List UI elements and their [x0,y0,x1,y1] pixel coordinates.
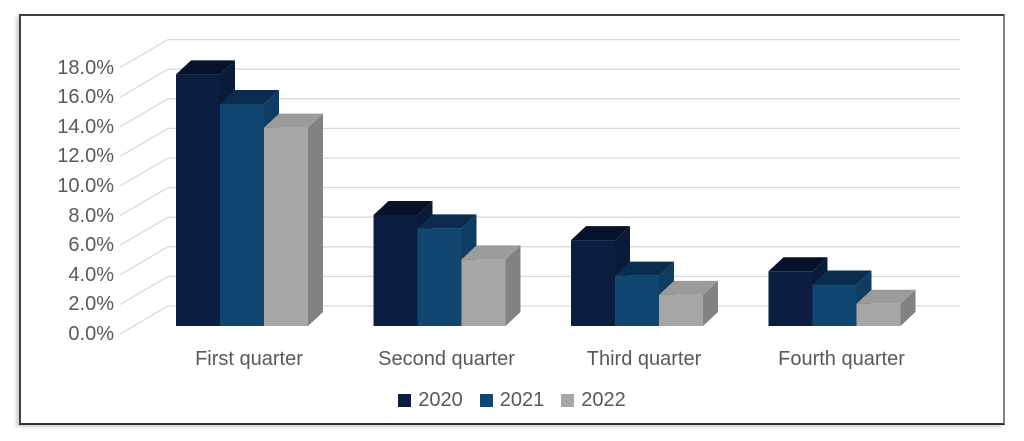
category-label: Fourth quarter [778,348,905,370]
bar-2021-fourth-quarter-top [812,270,872,285]
legend: 2020 2021 2022 [21,388,1003,412]
y-axis-tick-label: 6.0% [68,234,114,257]
category-label: First quarter [195,348,303,370]
bar-2021-third-quarter-top [615,261,674,276]
axis-tick-connector [119,39,169,69]
bar-2021-fourth-quarter [812,284,857,326]
axis-tick-connector [119,98,169,128]
y-axis-tick-label: 8.0% [68,204,114,227]
bar-2022-third-quarter-side [703,280,718,326]
legend-item-2021: 2021 [479,388,545,412]
bar-2020-first-quarter [176,74,220,327]
axis-tick-connector [119,216,169,246]
axis-tick-connector [119,68,169,98]
bar-2020-fourth-quarter-top [768,257,828,272]
plot-svg [119,38,960,335]
bar-2022-first-quarter [264,127,308,327]
legend-swatch-icon [479,393,493,407]
bar-2022-third-quarter-top [659,280,718,295]
bar-2022-second-quarter [461,259,506,326]
bar-2020-fourth-quarter [768,271,813,326]
bar-2020-second-quarter [373,215,418,326]
y-axis-tick-label: 10.0% [57,175,114,197]
category-label: Second quarter [378,348,515,370]
bar-2022-first-quarter-top [264,113,323,128]
axis-tick-connector [119,127,169,157]
bar-2020-third-quarter [571,240,615,326]
bar-2020-first-quarter-top [176,60,235,75]
legend-item-2022: 2022 [561,388,626,412]
y-axis-tick-label: 2.0% [68,293,114,316]
legend-label: 2022 [581,389,626,411]
legend-label: 2020 [418,389,463,411]
bar-2021-first-quarter [220,104,264,326]
bar-2021-second-quarter [417,228,462,326]
axis-tick-connector [119,246,169,276]
bar-2021-third-quarter [615,275,659,326]
category-label: Third quarter [586,348,702,370]
bar-2020-third-quarter-top [571,226,630,241]
bar-2021-first-quarter-top [220,90,279,104]
y-axis-tick-label: 4.0% [68,263,114,286]
axis-tick-connector [119,305,169,335]
bar-2022-third-quarter [659,294,703,326]
axis-tick-connector [119,157,169,187]
y-axis-tick-label: 14.0% [57,115,114,138]
legend-swatch-icon [398,393,412,407]
bar-2020-second-quarter-top [373,201,433,215]
axis-tick-connector [119,187,169,217]
y-axis-tick-label: 18.0% [57,56,114,79]
bar-2022-fourth-quarter-top [856,289,916,304]
axis-tick-connector [119,275,169,305]
y-axis-tick-label: 0.0% [68,323,114,345]
bar-2022-fourth-quarter [856,303,901,326]
bar-2022-second-quarter-top [461,245,521,260]
y-axis-tick-label: 12.0% [57,145,114,168]
bar-2022-second-quarter-side [505,245,521,326]
bar-2022-first-quarter-side [308,113,323,327]
legend-label: 2021 [499,389,545,411]
legend-swatch-icon [561,393,575,407]
bar-2021-second-quarter-top [417,214,477,229]
legend-item-2020: 2020 [398,388,463,412]
bar-2022-fourth-quarter-side [900,289,916,326]
chart-plot-area: 18.0% 16.0% 14.0% 12.0% 10.0% 8.0% 6.0% 4.0% 2.0… [21,16,1003,423]
y-axis-tick-label: 16.0% [57,86,114,109]
